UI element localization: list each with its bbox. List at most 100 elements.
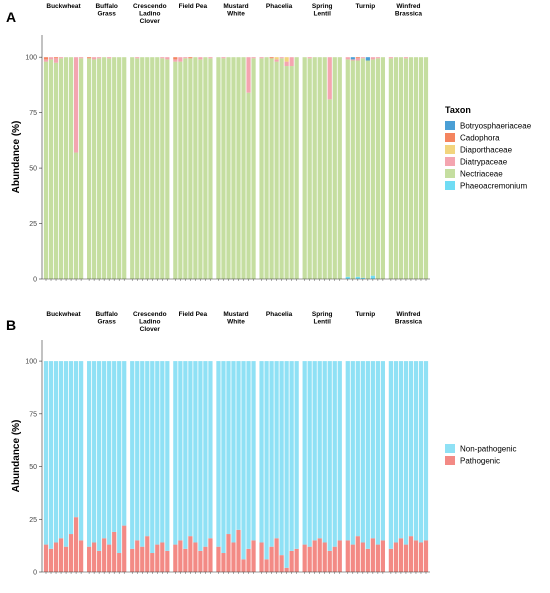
bar-segment [173, 57, 178, 60]
bar-segment [345, 361, 350, 541]
bar-segment [403, 544, 409, 572]
bar-segment [53, 57, 59, 59]
bar-segment [97, 57, 102, 59]
bar-segment [317, 538, 322, 572]
bar-segment [48, 361, 54, 549]
bar-segment [327, 550, 332, 572]
legend-label: Botryosphaeriaceae [460, 122, 532, 131]
bar-segment [165, 57, 170, 60]
bar-segment [413, 540, 419, 572]
bar-segment [193, 361, 198, 543]
bar-segment [350, 361, 355, 545]
bar-segment [274, 538, 279, 572]
bar-segment [259, 542, 264, 572]
bar-segment [388, 548, 394, 572]
bar-segment [63, 546, 69, 572]
bar-segment [274, 361, 279, 539]
bar-segment [226, 57, 231, 279]
bar-segment [78, 58, 84, 279]
bar-segment [173, 59, 178, 62]
bar-segment [393, 57, 399, 279]
bar-segment [246, 92, 251, 279]
y-tick-label: 25 [29, 517, 37, 524]
bar-segment [259, 57, 264, 59]
bar-segment [117, 361, 122, 554]
bar-segment [360, 542, 365, 572]
bar-segment [327, 57, 332, 100]
bar-segment [87, 57, 92, 59]
bar-segment [122, 525, 127, 572]
legend-swatch [445, 133, 455, 142]
bar-segment [188, 58, 193, 279]
bar-segment [198, 550, 203, 572]
bar-segment [388, 58, 394, 279]
bar-segment [178, 540, 183, 572]
bar-segment [160, 542, 165, 572]
bar-segment [380, 57, 385, 279]
bar-segment [423, 361, 429, 541]
legend-swatch [445, 444, 455, 453]
legend-swatch [445, 157, 455, 166]
bar-segment [380, 361, 385, 541]
legend-label: Pathogenic [460, 457, 500, 466]
bar-segment [203, 546, 208, 572]
legend-swatch [445, 145, 455, 154]
bar-segment [264, 559, 269, 572]
bar-segment [68, 534, 74, 572]
bar-segment [403, 58, 409, 279]
bar-segment [183, 361, 188, 549]
bar-segment [269, 58, 274, 279]
bar-segment [279, 361, 284, 556]
bar-segment [178, 61, 183, 280]
bar-segment [350, 544, 355, 572]
bar-segment [375, 57, 380, 59]
bar-segment [375, 58, 380, 279]
bar-segment [289, 550, 294, 572]
bar-segment [102, 361, 107, 539]
bar-segment [73, 57, 79, 153]
bar-segment [241, 559, 246, 572]
bar-segment [365, 60, 370, 279]
bar-segment [53, 542, 59, 572]
bar-segment [183, 58, 188, 279]
bar-segment [264, 57, 269, 279]
bar-segment [289, 57, 294, 67]
bar-segment [208, 361, 213, 539]
y-tick-label: 25 [29, 221, 37, 228]
bar-segment [87, 546, 92, 572]
legend-label: Non-pathogenic [460, 445, 516, 454]
panel-label: A [6, 9, 16, 25]
bar-segment [221, 57, 226, 59]
bar-segment [408, 361, 414, 537]
bar-segment [165, 361, 170, 551]
y-tick-label: 100 [25, 359, 37, 366]
bar-segment [183, 57, 188, 59]
bar-segment [165, 59, 170, 280]
facet-title: Buffalo Grass [95, 3, 117, 18]
bar-segment [264, 361, 269, 560]
bar-segment [58, 538, 64, 572]
y-axis-label: Abundance (%) [11, 121, 22, 194]
facet-title: Winfred Brassica [395, 3, 422, 18]
bar-segment [193, 57, 198, 279]
bar-segment [155, 544, 160, 572]
bar-segment [58, 57, 64, 59]
bar-segment [173, 361, 178, 545]
bar-segment [97, 550, 102, 572]
bar-segment [221, 553, 226, 572]
bar-segment [284, 57, 289, 62]
bar-segment [312, 57, 317, 279]
bar-segment [408, 57, 414, 279]
bar-segment [208, 538, 213, 572]
bar-segment [332, 546, 337, 572]
bar-segment [307, 546, 312, 572]
bar-segment [188, 361, 193, 537]
bar-segment [78, 361, 84, 541]
bar-segment [178, 57, 183, 62]
bar-segment [155, 57, 160, 279]
bar-segment [413, 57, 419, 279]
bar-segment [259, 361, 264, 543]
facet-title: Crescendo Ladino Clover [133, 3, 167, 25]
bar-segment [289, 66, 294, 280]
bar-segment [337, 540, 342, 572]
